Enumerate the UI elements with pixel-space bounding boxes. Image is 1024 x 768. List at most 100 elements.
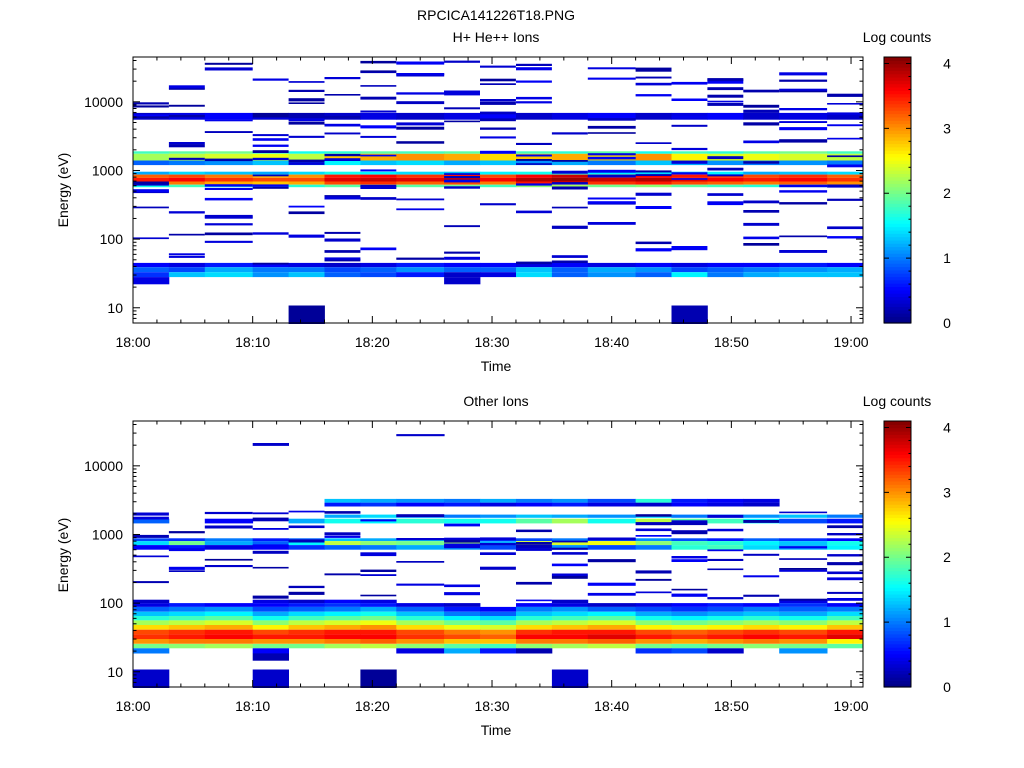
colorbar-segment xyxy=(884,196,911,201)
heatmap-cell xyxy=(204,541,254,546)
colorbar-segment xyxy=(884,226,911,231)
heatmap-cell xyxy=(444,256,480,260)
heatmap-cell xyxy=(587,77,636,80)
heatmap-cell xyxy=(204,174,254,178)
colorbar-segment xyxy=(884,66,911,71)
heatmap-cell xyxy=(635,606,672,612)
heatmap-cell xyxy=(779,538,828,542)
heatmap-cell xyxy=(252,566,289,569)
heatmap-cell xyxy=(133,206,169,209)
heatmap-cell xyxy=(671,559,708,562)
heatmap-cell xyxy=(396,153,445,161)
heatmap-cell xyxy=(133,639,170,644)
colorbar-segment xyxy=(884,480,911,485)
heatmap-cell xyxy=(827,181,864,185)
heatmap-cell xyxy=(743,629,780,635)
x-tick-label: 18:00 xyxy=(115,334,150,350)
heatmap-cell xyxy=(635,643,672,649)
heatmap-cell xyxy=(168,611,206,616)
heatmap-cell xyxy=(204,262,254,268)
heatmap-cell xyxy=(551,153,589,161)
heatmap-cell xyxy=(779,568,828,570)
heatmap-cell xyxy=(707,171,744,175)
heatmap-cell xyxy=(635,522,672,526)
heatmap-cell xyxy=(743,236,780,240)
heatmap-cell xyxy=(288,267,325,273)
heatmap-cell xyxy=(324,196,361,200)
heatmap-cell xyxy=(707,112,744,120)
heatmap-cell xyxy=(827,184,863,188)
colorbar-segment xyxy=(884,447,911,452)
heatmap-cell xyxy=(516,112,553,120)
colorbar-segment xyxy=(884,600,911,605)
colorbar-segment xyxy=(884,96,911,101)
heatmap-cell xyxy=(252,616,289,621)
heatmap-cell xyxy=(587,629,637,635)
heatmap-cell xyxy=(635,82,672,86)
heatmap-cell xyxy=(168,174,206,178)
heatmap-cell xyxy=(288,159,325,163)
heatmap-cell xyxy=(707,267,744,273)
colorbar-segment xyxy=(884,530,911,535)
heatmap-cell xyxy=(587,541,637,546)
heatmap-cell xyxy=(635,578,672,581)
heatmap-cell xyxy=(360,519,397,522)
heatmap-cell xyxy=(587,151,637,154)
colorbar-segment xyxy=(884,567,911,572)
heatmap-cell xyxy=(204,603,254,607)
heatmap-cell xyxy=(360,154,397,157)
heatmap-cell xyxy=(743,177,780,182)
y-tick-label: 10000 xyxy=(84,458,123,474)
heatmap-cell xyxy=(396,606,445,612)
panel-title: H+ He++ Ions xyxy=(453,29,540,45)
heatmap-cell xyxy=(516,498,553,503)
heatmap-cell xyxy=(480,545,517,550)
colorbar-segment xyxy=(884,430,911,435)
heatmap-cell xyxy=(204,616,254,621)
heatmap-cell xyxy=(671,116,708,118)
heatmap-cell xyxy=(635,502,672,507)
heatmap-cell xyxy=(288,98,325,102)
colorbar-segment xyxy=(884,143,911,148)
colorbar-segment xyxy=(884,279,911,284)
heatmap-cell xyxy=(551,575,588,579)
heatmap-cell xyxy=(671,629,708,635)
colorbar-segment xyxy=(884,577,911,582)
heatmap-cell xyxy=(827,198,863,201)
heatmap-cell xyxy=(587,184,637,188)
heatmap-cell xyxy=(204,197,253,201)
heatmap-cell xyxy=(671,545,708,550)
heatmap-cell xyxy=(204,119,253,122)
heatmap-cell xyxy=(707,87,744,91)
heatmap-cell xyxy=(587,171,637,175)
heatmap-cell xyxy=(516,611,553,616)
heatmap-cell xyxy=(252,262,289,265)
heatmap-cell xyxy=(324,639,361,644)
heatmap-cell xyxy=(779,625,828,630)
heatmap-cell xyxy=(743,634,780,639)
colorbar-segment xyxy=(884,233,911,238)
heatmap-cell xyxy=(396,141,445,144)
heatmap-cell xyxy=(133,160,170,166)
heatmap-cell xyxy=(635,545,672,550)
colorbar-segment xyxy=(884,424,911,429)
colorbar-tick-label: 3 xyxy=(943,120,951,136)
heatmap-cell xyxy=(827,226,863,230)
heatmap-cell xyxy=(396,603,445,607)
colorbar-segment xyxy=(884,630,911,635)
heatmap-cell xyxy=(743,112,780,120)
heatmap-cell xyxy=(779,603,828,607)
heatmap-cell xyxy=(743,538,780,542)
heatmap-cell xyxy=(480,174,517,178)
heatmap-cell xyxy=(827,541,864,546)
heatmap-cell xyxy=(587,639,637,644)
colorbar-segment xyxy=(884,504,911,509)
colorbar-segment xyxy=(884,86,911,91)
heatmap-cell xyxy=(133,629,170,635)
heatmap-cell xyxy=(707,201,744,204)
heatmap-cell xyxy=(827,616,864,621)
heatmap-cell xyxy=(480,643,517,649)
heatmap-cell xyxy=(779,79,828,82)
heatmap-cell xyxy=(707,202,744,206)
heatmap-cell xyxy=(671,305,708,324)
